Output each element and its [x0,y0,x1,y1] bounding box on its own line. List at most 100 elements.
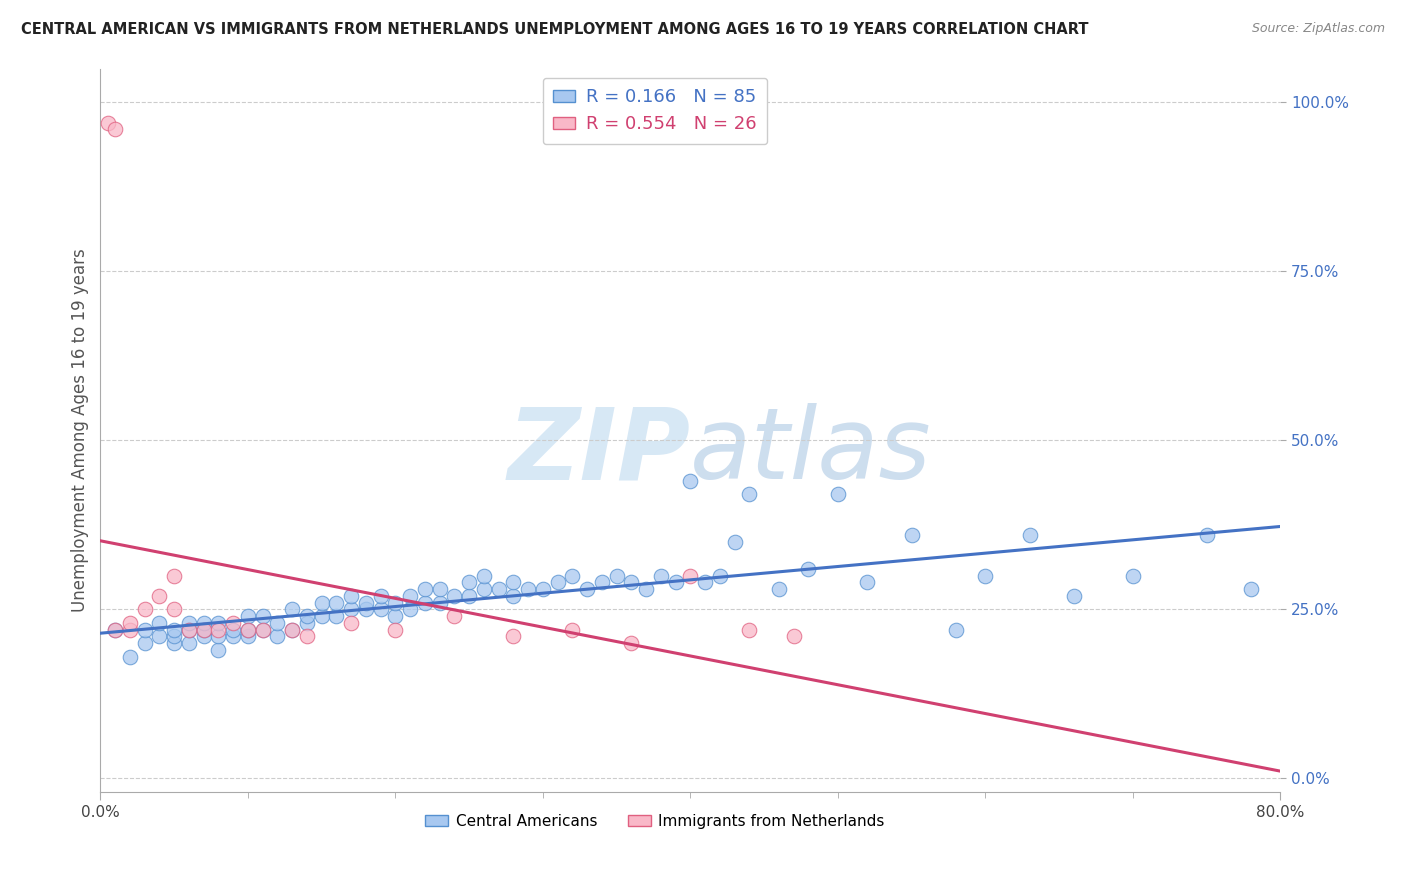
Point [502,589,524,603]
Point [458,575,481,590]
Point [295,630,318,644]
Point [177,636,200,650]
Point [620,575,643,590]
Point [281,602,304,616]
Point [193,623,215,637]
Point [1240,582,1263,596]
Point [148,630,170,644]
Point [1122,568,1144,582]
Point [738,623,761,637]
Point [104,623,127,637]
Point [413,596,436,610]
Point [252,609,274,624]
Point [163,630,186,644]
Point [252,623,274,637]
Point [429,596,451,610]
Point [945,623,967,637]
Point [177,623,200,637]
Point [207,643,229,657]
Point [207,623,229,637]
Point [384,596,406,610]
Point [148,615,170,630]
Point [118,615,141,630]
Point [163,636,186,650]
Point [856,575,879,590]
Point [502,575,524,590]
Point [547,575,569,590]
Point [236,609,259,624]
Point [606,568,628,582]
Point [104,623,127,637]
Point [163,568,186,582]
Legend: Central Americans, Immigrants from Netherlands: Central Americans, Immigrants from Nethe… [419,808,891,835]
Point [399,602,422,616]
Point [222,615,245,630]
Point [340,602,363,616]
Point [443,609,465,624]
Point [650,568,672,582]
Point [340,589,363,603]
Point [679,568,702,582]
Point [384,609,406,624]
Point [561,623,583,637]
Point [974,568,997,582]
Text: atlas: atlas [690,403,932,500]
Point [236,623,259,637]
Text: ZIP: ZIP [508,403,690,500]
Point [311,609,333,624]
Point [1018,528,1040,542]
Point [443,589,465,603]
Text: Source: ZipAtlas.com: Source: ZipAtlas.com [1251,22,1385,36]
Point [340,615,363,630]
Point [738,487,761,501]
Point [900,528,922,542]
Point [488,582,510,596]
Point [325,609,347,624]
Point [1063,589,1085,603]
Point [384,623,406,637]
Point [370,589,392,603]
Point [429,582,451,596]
Point [97,115,120,129]
Point [207,615,229,630]
Point [354,602,377,616]
Point [281,623,304,637]
Point [207,630,229,644]
Point [591,575,613,590]
Point [134,623,156,637]
Point [222,623,245,637]
Point [370,602,392,616]
Point [399,589,422,603]
Point [236,630,259,644]
Point [118,623,141,637]
Point [177,623,200,637]
Point [163,602,186,616]
Point [104,122,127,136]
Point [768,582,790,596]
Point [709,568,731,582]
Point [827,487,849,501]
Point [325,596,347,610]
Point [531,582,554,596]
Point [679,474,702,488]
Point [723,534,745,549]
Point [266,615,288,630]
Point [295,615,318,630]
Point [502,630,524,644]
Point [134,602,156,616]
Point [636,582,658,596]
Point [413,582,436,596]
Point [193,623,215,637]
Point [561,568,583,582]
Point [134,636,156,650]
Point [193,615,215,630]
Point [118,649,141,664]
Point [295,609,318,624]
Point [311,596,333,610]
Point [576,582,599,596]
Point [472,582,495,596]
Point [193,630,215,644]
Point [281,623,304,637]
Point [517,582,540,596]
Point [472,568,495,582]
